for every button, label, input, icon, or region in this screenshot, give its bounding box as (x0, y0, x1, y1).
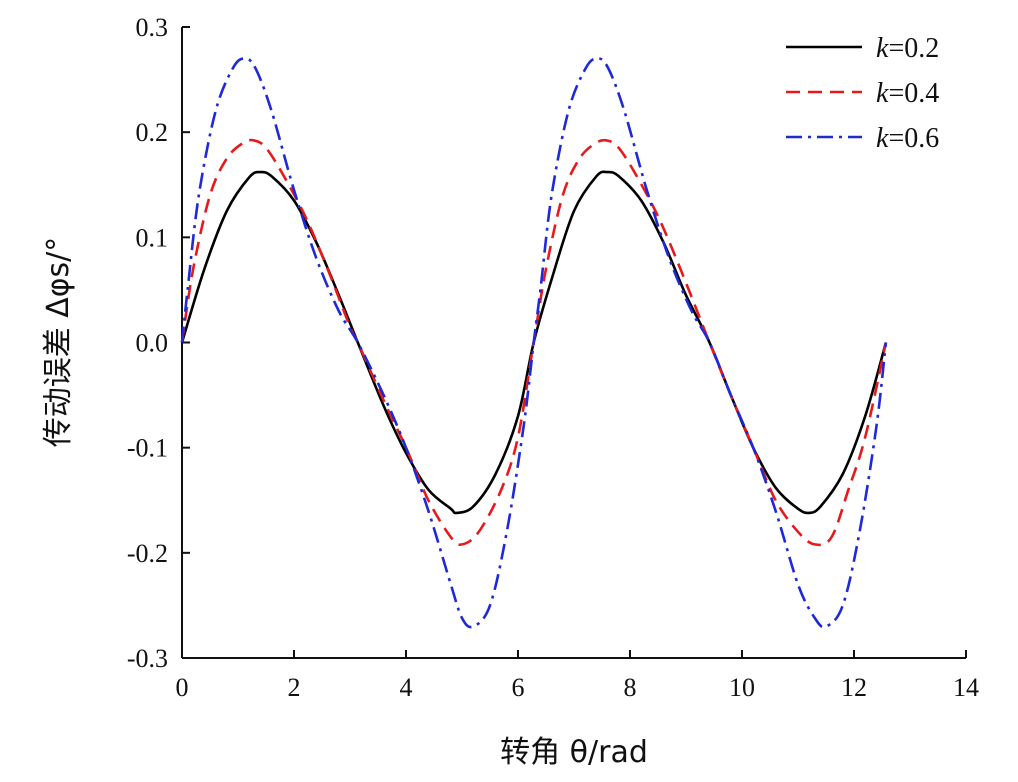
y-tick-label: 0.3 (136, 13, 169, 42)
x-tick-label: 8 (624, 673, 637, 702)
x-tick-label: 14 (953, 673, 979, 702)
y-tick-label: -0.3 (127, 644, 168, 673)
legend-label: k=0.2 (876, 33, 939, 64)
series-line-k-0-6 (180, 57, 888, 629)
y-tick-label: -0.1 (127, 434, 168, 463)
y-ticks: 0.3 0.2 0.1 0.0 -0.1 -0.2 -0.3 (127, 13, 190, 673)
x-tick-label: 12 (841, 673, 867, 702)
y-axis-title: 传动误差 Δφs/° (41, 237, 76, 448)
x-ticks: 0 2 4 6 8 10 12 14 (176, 650, 979, 702)
x-tick-label: 6 (512, 673, 525, 702)
y-tick-label: 0.2 (136, 118, 169, 147)
x-tick-label: 0 (176, 673, 189, 702)
x-tick-label: 10 (729, 673, 755, 702)
y-tick-label: 0.0 (136, 329, 169, 358)
legend-label: k=0.4 (876, 78, 939, 109)
legend: k=0.2 k=0.4 k=0.6 (786, 33, 939, 154)
y-tick-label: 0.1 (136, 223, 169, 252)
series-layer (180, 57, 888, 629)
x-axis-title: 转角 θ/rad (500, 735, 648, 770)
legend-label: k=0.6 (876, 123, 939, 154)
y-tick-label: -0.2 (127, 539, 168, 568)
x-tick-label: 2 (288, 673, 301, 702)
x-tick-label: 4 (400, 673, 413, 702)
